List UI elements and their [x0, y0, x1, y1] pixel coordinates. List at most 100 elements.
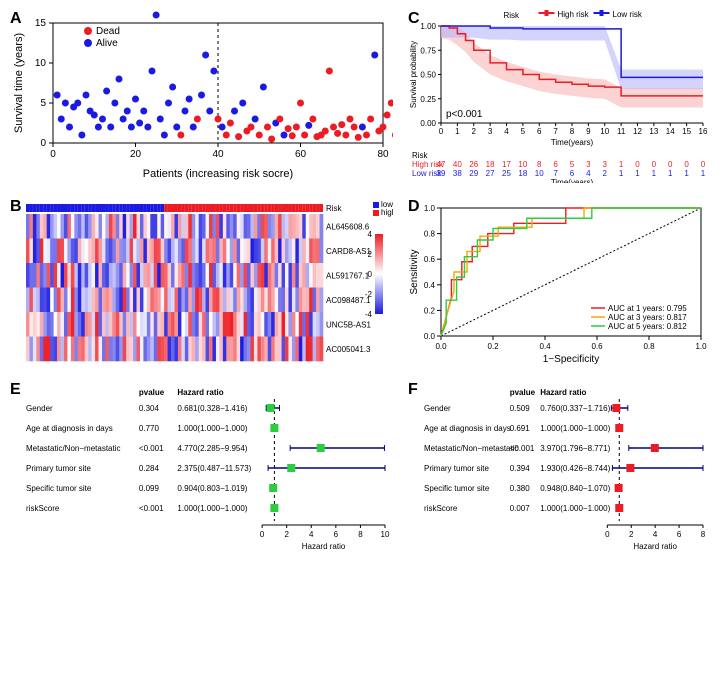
panel-e: EpvalueHazard ratioGender0.3040.681(0.32…: [8, 379, 398, 554]
svg-text:11: 11: [617, 127, 626, 136]
svg-text:1: 1: [619, 160, 624, 169]
svg-text:AUC at 1 years: 0.795: AUC at 1 years: 0.795: [608, 304, 687, 313]
svg-text:0.4: 0.4: [424, 281, 436, 290]
svg-text:Time(years): Time(years): [551, 178, 594, 183]
svg-text:4.770(2.285−9.954): 4.770(2.285−9.954): [177, 444, 247, 453]
svg-text:5: 5: [40, 98, 46, 109]
svg-text:riskScore: riskScore: [26, 504, 60, 513]
panel-a-label: A: [10, 10, 22, 28]
svg-text:Hazard ratio: Hazard ratio: [177, 388, 223, 397]
panel-b: BAL645608.6CARD8-AS1AL591767.1AC098487.1…: [8, 196, 398, 371]
svg-text:Patients (increasing risk socr: Patients (increasing risk socre): [143, 168, 293, 180]
svg-text:1: 1: [684, 169, 689, 178]
svg-text:1.930(0.426−8.744): 1.930(0.426−8.744): [540, 464, 610, 473]
svg-text:1: 1: [455, 127, 460, 136]
svg-text:10: 10: [600, 127, 609, 136]
svg-text:7: 7: [553, 169, 558, 178]
svg-text:0.509: 0.509: [510, 404, 531, 413]
svg-text:1: 1: [668, 169, 673, 178]
svg-text:Gender: Gender: [26, 404, 53, 413]
svg-text:1.0: 1.0: [695, 342, 707, 351]
svg-text:pvalue: pvalue: [510, 388, 536, 397]
svg-text:Time(years): Time(years): [551, 138, 594, 147]
svg-text:Primary tumor site: Primary tumor site: [424, 464, 489, 473]
svg-text:39: 39: [437, 169, 446, 178]
svg-text:Metastatic/Non−metastatic: Metastatic/Non−metastatic: [424, 444, 518, 453]
svg-text:0.2: 0.2: [424, 306, 436, 315]
svg-text:0.380: 0.380: [510, 484, 531, 493]
svg-text:40: 40: [212, 149, 224, 160]
svg-text:<0.001: <0.001: [139, 504, 164, 513]
svg-text:20: 20: [130, 149, 142, 160]
svg-text:0.6: 0.6: [591, 342, 603, 351]
svg-text:5: 5: [521, 127, 526, 136]
svg-text:1−Specificity: 1−Specificity: [543, 354, 599, 365]
svg-text:0.770: 0.770: [139, 424, 160, 433]
svg-text:10: 10: [535, 169, 544, 178]
svg-text:0.8: 0.8: [424, 230, 436, 239]
svg-text:Age at diagnosis in days: Age at diagnosis in days: [424, 424, 511, 433]
panel-a: A020406080051015DeadAlivePatients (incre…: [8, 8, 398, 188]
svg-text:Dead: Dead: [96, 26, 120, 37]
svg-text:1: 1: [635, 169, 640, 178]
svg-text:10: 10: [381, 530, 390, 539]
svg-text:AC005041.3: AC005041.3: [326, 345, 371, 354]
svg-text:0.394: 0.394: [510, 464, 531, 473]
svg-text:0.50: 0.50: [420, 71, 436, 80]
svg-text:AUC at 3 years: 0.817: AUC at 3 years: 0.817: [608, 313, 687, 322]
svg-text:3: 3: [488, 127, 493, 136]
svg-text:0: 0: [368, 270, 373, 279]
svg-text:6: 6: [537, 127, 542, 136]
svg-text:0.25: 0.25: [420, 95, 436, 104]
svg-text:1.000(1.000−1.000): 1.000(1.000−1.000): [540, 424, 610, 433]
svg-text:Specific tumor site: Specific tumor site: [424, 484, 490, 493]
svg-text:0.75: 0.75: [420, 46, 436, 55]
svg-text:6: 6: [570, 169, 575, 178]
svg-text:0.8: 0.8: [643, 342, 655, 351]
svg-text:Risk: Risk: [326, 204, 343, 213]
panel-c-label: C: [408, 10, 420, 28]
svg-text:AL645608.6: AL645608.6: [326, 222, 370, 231]
svg-text:5: 5: [570, 160, 575, 169]
svg-text:0: 0: [684, 160, 689, 169]
svg-text:1: 1: [619, 169, 624, 178]
svg-text:0.948(0.840−1.070): 0.948(0.840−1.070): [540, 484, 610, 493]
svg-text:12: 12: [633, 127, 642, 136]
svg-text:UNC5B-AS1: UNC5B-AS1: [326, 320, 371, 329]
svg-text:0.284: 0.284: [139, 464, 160, 473]
svg-text:18: 18: [486, 160, 495, 169]
svg-text:0: 0: [260, 530, 265, 539]
svg-text:0: 0: [668, 160, 673, 169]
svg-text:-4: -4: [365, 310, 373, 319]
svg-text:8: 8: [570, 127, 575, 136]
svg-text:Specific tumor site: Specific tumor site: [26, 484, 92, 493]
svg-text:Risk: Risk: [504, 11, 521, 20]
svg-text:0.4: 0.4: [539, 342, 551, 351]
svg-text:0.904(0.803−1.019): 0.904(0.803−1.019): [177, 484, 247, 493]
svg-text:<0.001: <0.001: [139, 444, 164, 453]
svg-text:0: 0: [701, 160, 706, 169]
svg-text:2: 2: [368, 250, 373, 259]
svg-text:0.007: 0.007: [510, 504, 531, 513]
panel-d-label: D: [408, 198, 420, 216]
svg-text:29: 29: [469, 169, 478, 178]
svg-text:6: 6: [677, 530, 682, 539]
svg-text:4: 4: [504, 127, 509, 136]
svg-text:1.0: 1.0: [424, 204, 436, 213]
panel-e-label: E: [10, 381, 21, 399]
svg-text:4: 4: [309, 530, 314, 539]
svg-text:17: 17: [502, 160, 511, 169]
svg-text:26: 26: [469, 160, 478, 169]
svg-text:60: 60: [295, 149, 307, 160]
svg-text:3.970(1.796−8.771): 3.970(1.796−8.771): [540, 444, 610, 453]
svg-text:14: 14: [666, 127, 675, 136]
svg-text:0.760(0.337−1.716): 0.760(0.337−1.716): [540, 404, 610, 413]
svg-text:riskScore: riskScore: [424, 504, 458, 513]
svg-text:Alive: Alive: [96, 38, 118, 49]
svg-text:0.0: 0.0: [435, 342, 447, 351]
svg-text:4: 4: [586, 169, 591, 178]
svg-text:18: 18: [518, 169, 527, 178]
svg-text:Age at diagnosis in days: Age at diagnosis in days: [26, 424, 113, 433]
svg-text:7: 7: [553, 127, 558, 136]
svg-text:Gender: Gender: [424, 404, 451, 413]
